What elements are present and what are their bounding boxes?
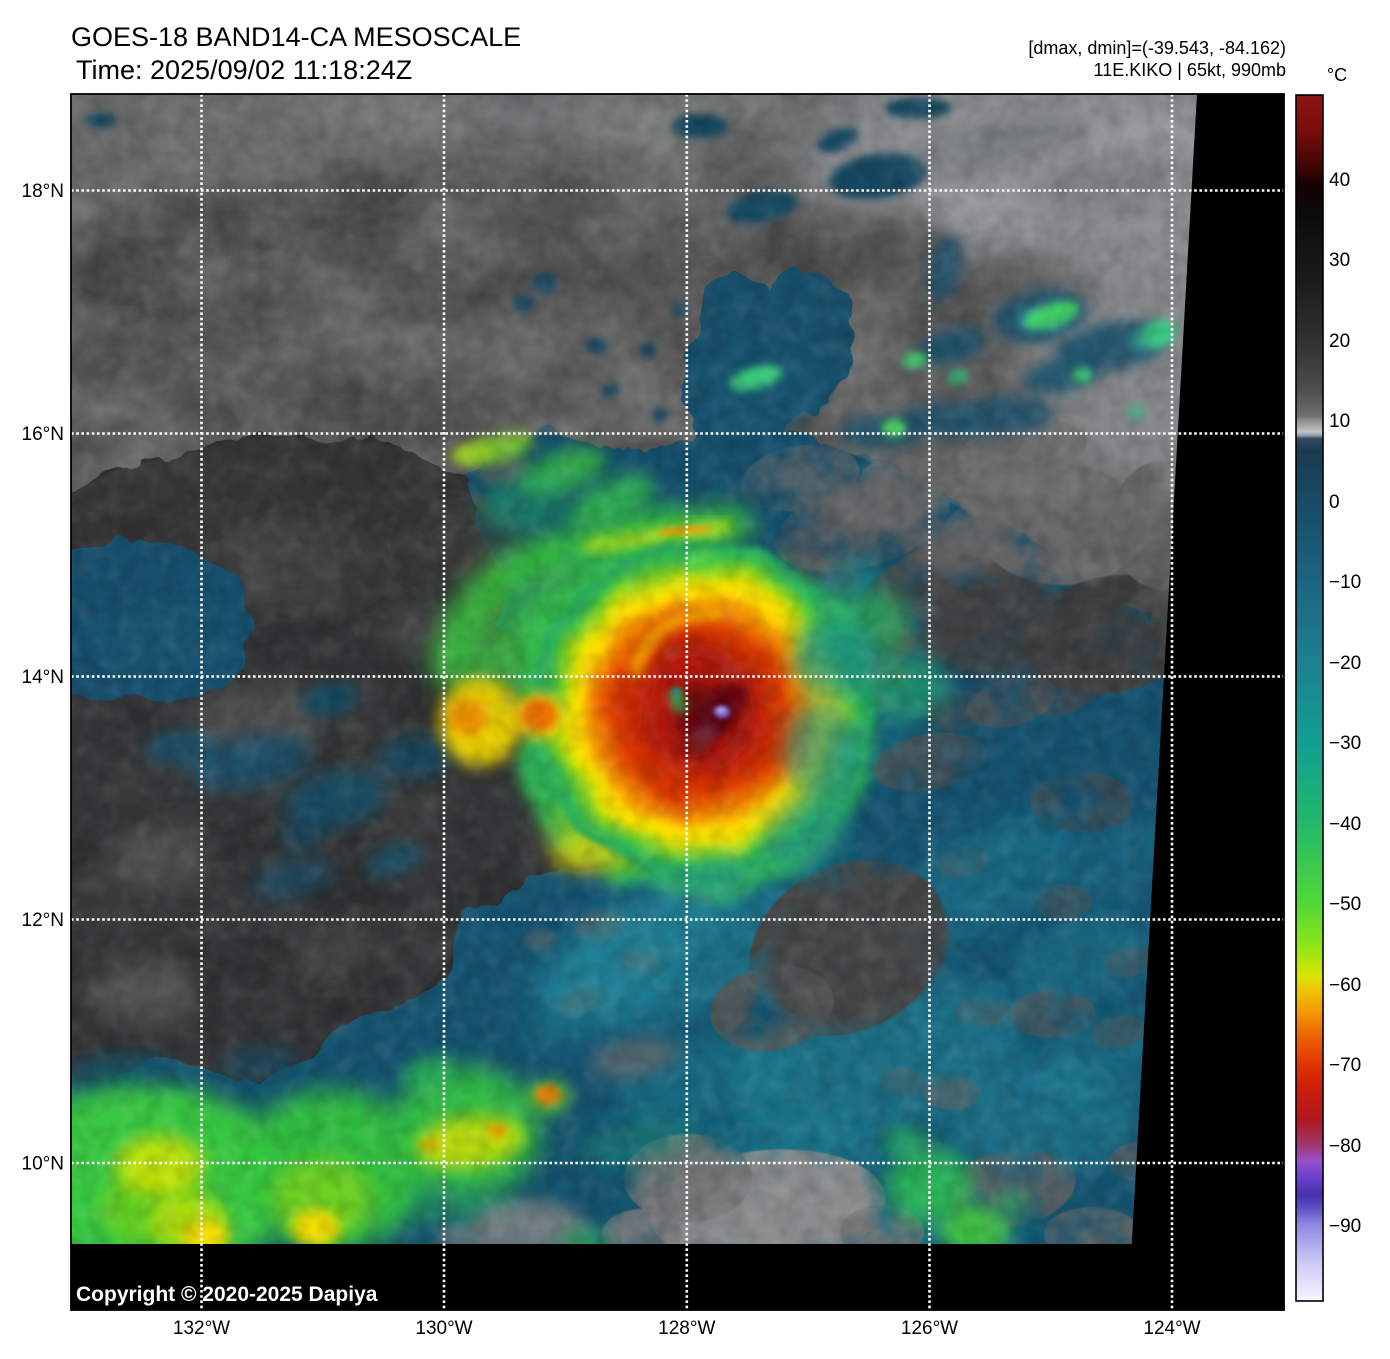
svg-text:14°N: 14°N xyxy=(22,667,64,688)
svg-text:−80: −80 xyxy=(1329,1136,1361,1157)
svg-text:20: 20 xyxy=(1329,331,1350,352)
svg-text:16°N: 16°N xyxy=(22,424,64,445)
svg-text:Time: 2025/09/02 11:18:24Z: Time: 2025/09/02 11:18:24Z xyxy=(76,55,412,85)
svg-text:0: 0 xyxy=(1329,492,1340,513)
svg-text:GOES-18 BAND14-CA MESOSCALE: GOES-18 BAND14-CA MESOSCALE xyxy=(71,22,521,52)
svg-text:30: 30 xyxy=(1329,250,1350,271)
svg-text:−20: −20 xyxy=(1329,653,1361,674)
svg-text:11E.KIKO | 65kt, 990mb: 11E.KIKO | 65kt, 990mb xyxy=(1094,60,1286,80)
svg-text:Copyright © 2020-2025 Dapiya: Copyright © 2020-2025 Dapiya xyxy=(76,1283,378,1306)
svg-text:−10: −10 xyxy=(1329,572,1361,593)
svg-text:−50: −50 xyxy=(1329,894,1361,915)
svg-text:°C: °C xyxy=(1327,65,1347,85)
svg-text:130°W: 130°W xyxy=(415,1318,472,1339)
svg-text:−60: −60 xyxy=(1329,975,1361,996)
svg-text:−30: −30 xyxy=(1329,733,1361,754)
svg-text:[dmax, dmin]=(-39.543, -84.162: [dmax, dmin]=(-39.543, -84.162) xyxy=(1028,38,1286,58)
svg-text:12°N: 12°N xyxy=(22,910,64,931)
svg-text:18°N: 18°N xyxy=(22,181,64,202)
svg-text:−90: −90 xyxy=(1329,1216,1361,1237)
svg-text:10: 10 xyxy=(1329,411,1350,432)
svg-text:132°W: 132°W xyxy=(173,1318,230,1339)
svg-text:10°N: 10°N xyxy=(22,1154,64,1175)
svg-text:126°W: 126°W xyxy=(901,1318,958,1339)
svg-text:124°W: 124°W xyxy=(1143,1318,1200,1339)
svg-text:40: 40 xyxy=(1329,170,1350,191)
svg-text:−70: −70 xyxy=(1329,1055,1361,1076)
svg-text:−40: −40 xyxy=(1329,814,1361,835)
svg-text:128°W: 128°W xyxy=(658,1318,715,1339)
